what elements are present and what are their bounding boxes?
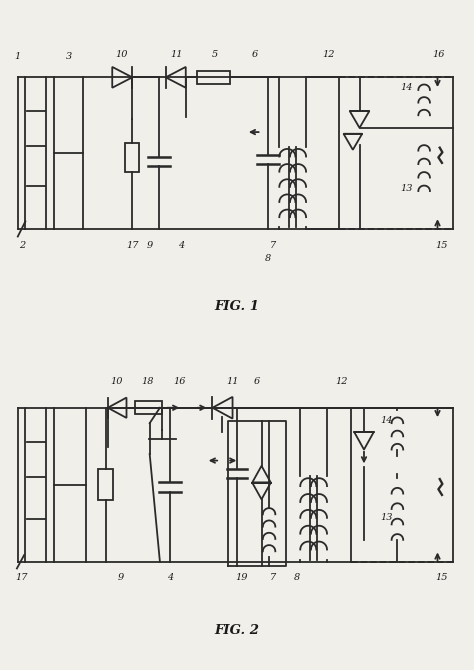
Text: 9: 9 — [147, 241, 153, 251]
Text: 8: 8 — [294, 573, 300, 582]
Text: 12: 12 — [336, 377, 348, 386]
Text: 13: 13 — [400, 184, 412, 194]
Text: 2: 2 — [18, 241, 25, 251]
Text: 10: 10 — [115, 50, 128, 59]
Text: 9: 9 — [118, 573, 124, 582]
Text: 11: 11 — [226, 377, 239, 386]
Text: 12: 12 — [322, 50, 335, 59]
Text: 7: 7 — [270, 573, 276, 582]
Text: 10: 10 — [110, 377, 123, 386]
Text: 16: 16 — [432, 50, 445, 59]
Bar — [125, 143, 139, 172]
Text: 11: 11 — [171, 50, 183, 59]
Text: 19: 19 — [235, 573, 248, 582]
Text: 3: 3 — [65, 52, 72, 61]
Text: 18: 18 — [142, 377, 154, 386]
Text: FIG. 1: FIG. 1 — [215, 300, 259, 314]
Text: 14: 14 — [400, 83, 412, 92]
Text: 13: 13 — [380, 513, 392, 523]
Text: 8: 8 — [265, 254, 271, 263]
Text: 16: 16 — [173, 377, 185, 386]
Text: FIG. 2: FIG. 2 — [215, 624, 259, 636]
Bar — [99, 470, 113, 500]
Text: 1: 1 — [15, 52, 21, 61]
Text: 4: 4 — [167, 573, 173, 582]
Bar — [197, 70, 230, 84]
Text: 6: 6 — [252, 50, 258, 59]
Text: 4: 4 — [178, 241, 184, 251]
Text: 17: 17 — [16, 573, 28, 582]
Text: 14: 14 — [380, 417, 392, 425]
Text: 6: 6 — [254, 377, 260, 386]
Text: 5: 5 — [211, 50, 218, 59]
Bar — [135, 401, 162, 414]
Text: 7: 7 — [270, 241, 276, 251]
Text: 15: 15 — [436, 573, 448, 582]
Text: 17: 17 — [126, 241, 138, 251]
Text: 15: 15 — [436, 241, 448, 251]
